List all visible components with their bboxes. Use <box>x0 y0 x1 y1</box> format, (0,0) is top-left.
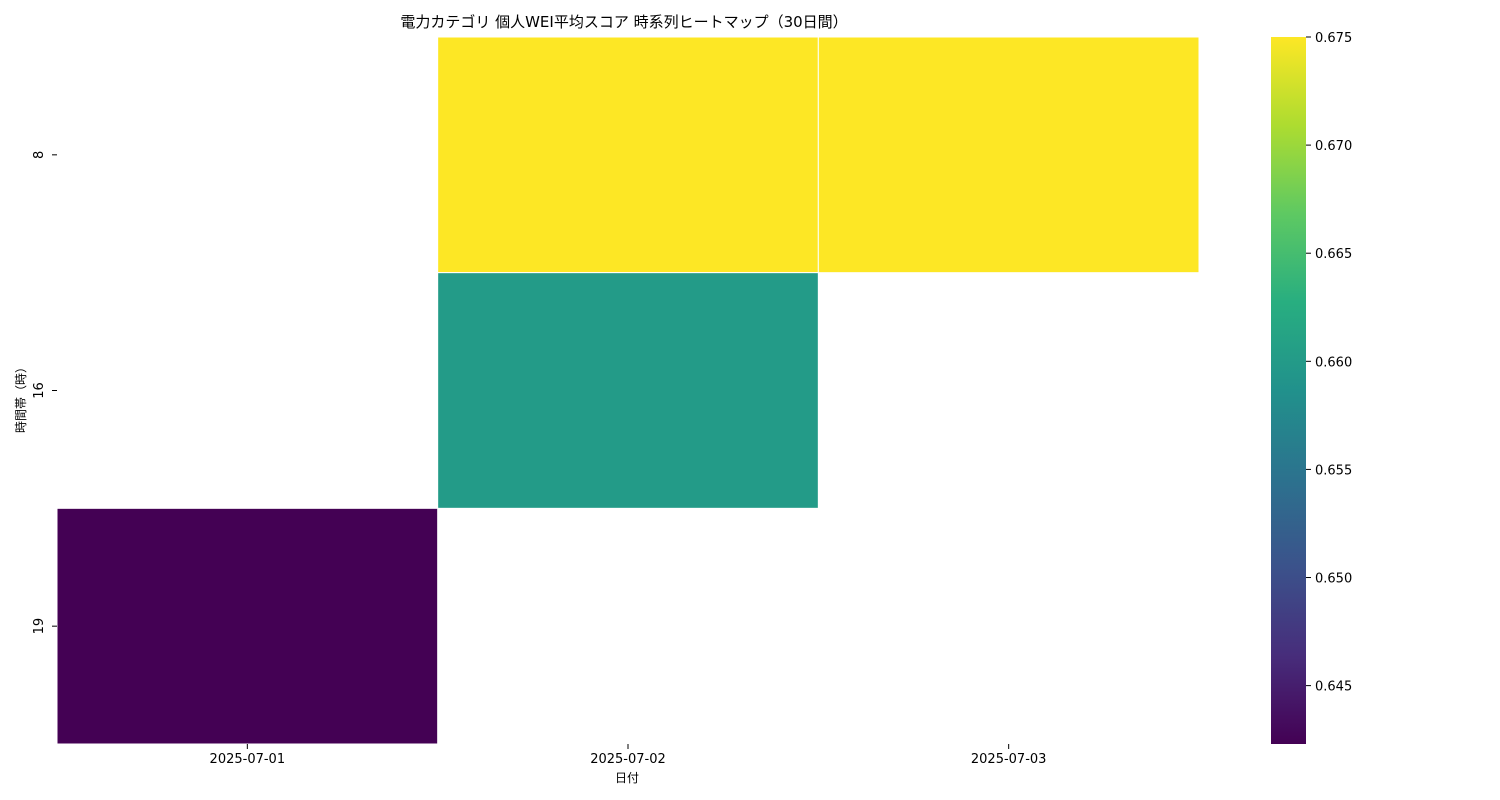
x-tick-label: 2025-07-03 <box>971 752 1047 767</box>
y-axis-ticks: 8 16 19 <box>32 151 57 635</box>
heatmap-cell <box>437 36 819 274</box>
x-axis-ticks: 2025-07-01 2025-07-02 2025-07-03 <box>210 744 1047 767</box>
colorbar-tick-label: 0.660 <box>1315 355 1352 370</box>
x-tick-label: 2025-07-01 <box>210 752 286 767</box>
colorbar-tick-label: 0.665 <box>1315 247 1352 262</box>
heatmap-cell <box>56 507 439 745</box>
y-tick-label: 8 <box>32 151 47 159</box>
heatmap-cell <box>437 272 819 509</box>
heatmap-cell <box>817 36 1200 274</box>
x-axis-label: 日付 <box>615 771 639 785</box>
heatmap-cells <box>56 36 1200 745</box>
colorbar-tick-label: 0.655 <box>1315 463 1352 478</box>
colorbar-tick-label: 0.675 <box>1315 31 1352 46</box>
y-tick-label: 16 <box>32 382 47 399</box>
colorbar <box>1271 37 1306 744</box>
chart-title: 電力カテゴリ 個人WEI平均スコア 時系列ヒートマップ（30日間） <box>400 13 847 31</box>
x-tick-label: 2025-07-02 <box>590 752 666 767</box>
y-tick-label: 19 <box>32 618 47 635</box>
y-axis-label: 時間帯（時） <box>14 361 28 433</box>
colorbar-tick-label: 0.650 <box>1315 572 1352 587</box>
colorbar-ticks: 0.645 0.650 0.655 0.660 0.665 0.670 0.675 <box>1306 31 1352 695</box>
colorbar-tick-label: 0.670 <box>1315 139 1352 154</box>
colorbar-tick-label: 0.645 <box>1315 680 1352 695</box>
